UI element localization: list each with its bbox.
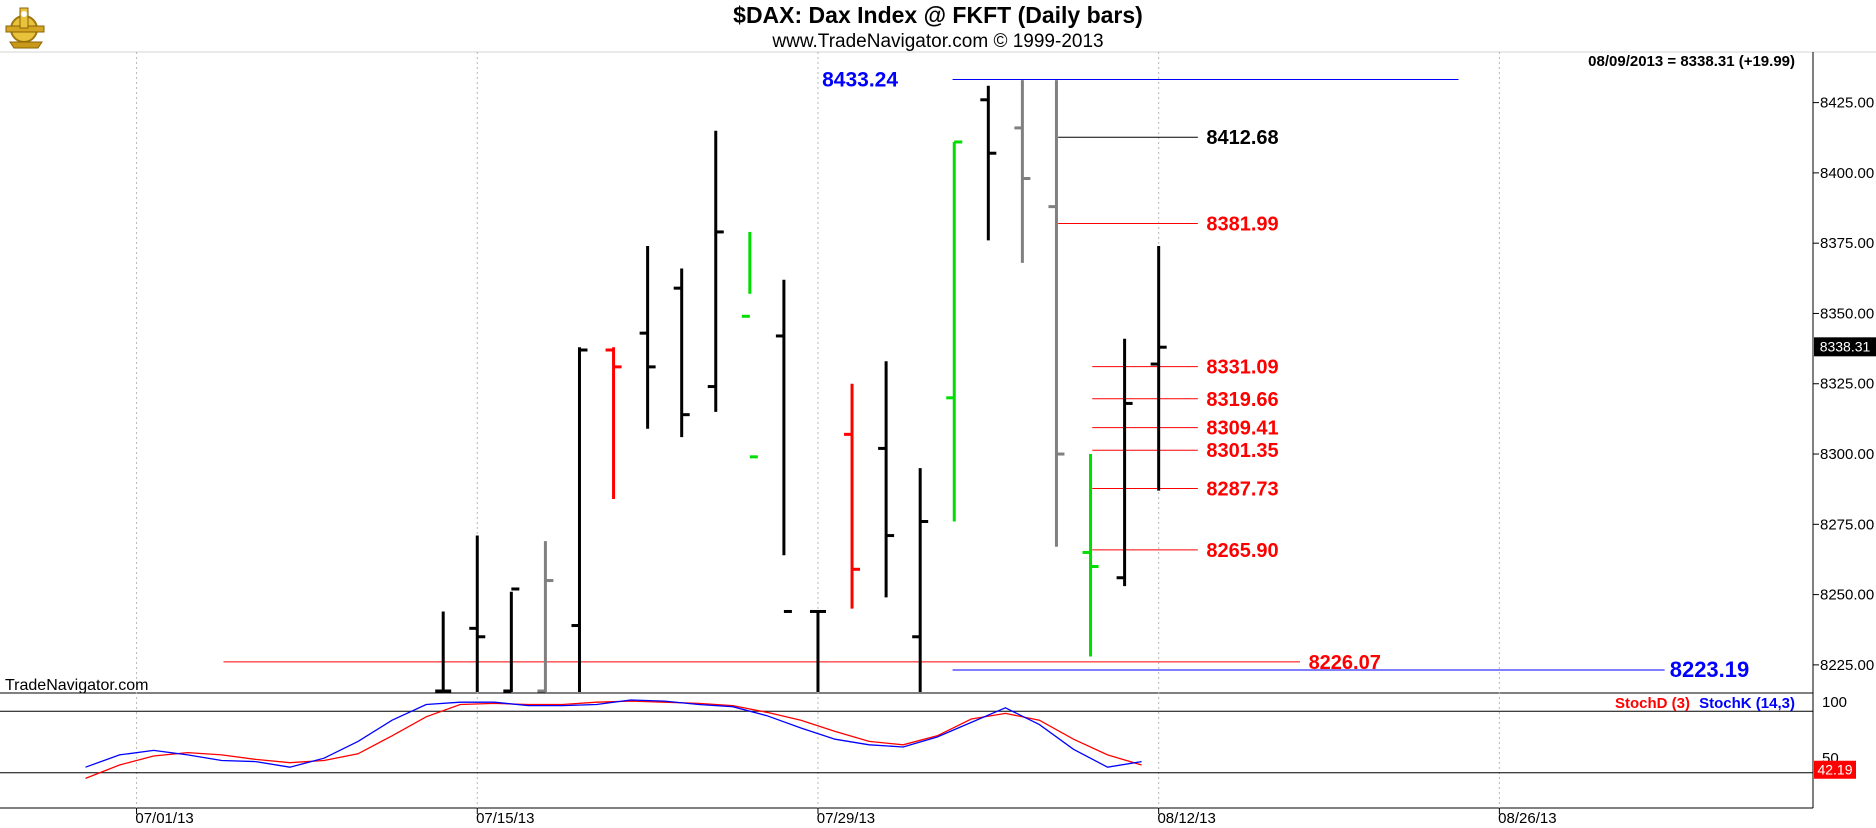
level-label: 8309.41 (1206, 418, 1278, 440)
price-tick-label: 8250.00 (1820, 587, 1874, 604)
level-label: 8433.24 (822, 68, 898, 91)
ohlc-bar (673, 268, 690, 438)
chart-title: $DAX: Dax Index @ FKFT (Daily bars) (733, 2, 1143, 28)
date-label: 07/15/13 (476, 810, 534, 827)
ohlc-bar (503, 587, 520, 693)
ohlc-bar (844, 383, 861, 609)
indicator-last-box (1814, 760, 1856, 779)
level-label: 8331.09 (1206, 357, 1278, 379)
ohlc-bar (1048, 80, 1065, 547)
price-tick-label: 8400.00 (1820, 165, 1874, 182)
date-label: 07/29/13 (817, 810, 875, 827)
chart-subtitle: www.TradeNavigator.com © 1999-2013 (772, 31, 1104, 52)
level-label: 8287.73 (1206, 479, 1278, 501)
ohlc-bar (537, 541, 554, 693)
trade-navigator-logo (2, 2, 52, 52)
price-tick-label: 8300.00 (1820, 446, 1874, 463)
ohlc-bars (435, 80, 1167, 693)
ohlc-bar (571, 347, 588, 692)
ohlc-bar (1014, 80, 1031, 263)
level-label: 8226.07 (1309, 652, 1381, 674)
date-labels: 07/01/13 07/15/13 07/29/13 08/12/13 08/26/13 (135, 810, 1556, 827)
price-tick-label: 8375.00 (1820, 235, 1874, 252)
ohlc-bar (639, 245, 656, 429)
ohlc-bar (1082, 454, 1099, 657)
price-tick-label: 8425.00 (1820, 95, 1874, 112)
indicator-100-label: 100 (1822, 694, 1847, 711)
ohlc-bar (605, 347, 622, 500)
last-price-info: 08/09/2013 = 8338.31 (+19.99) (1588, 53, 1795, 70)
level-lines: 8433.24 8412.68 8381.99 8331.09 8319.66 8309.… (223, 68, 1749, 682)
date-label: 08/12/13 (1157, 810, 1215, 827)
ohlc-bar (469, 535, 486, 692)
ohlc-bar (809, 609, 826, 692)
watermark: TradeNavigator.com (5, 677, 148, 694)
price-tick-label: 8225.00 (1820, 657, 1874, 674)
vertical-gridlines (136, 52, 1500, 814)
date-label: 07/01/13 (135, 810, 193, 827)
level-label: 8223.19 (1670, 657, 1750, 682)
date-label: 08/26/13 (1498, 810, 1556, 827)
stochastic-lines (0, 699, 1813, 780)
price-tick-label: 8350.00 (1820, 305, 1874, 322)
ohlc-bar (878, 361, 895, 598)
price-ticks: 8225.00 8250.00 8275.00 8300.00 8325.00 8350.… (1813, 95, 1874, 674)
level-label: 8412.68 (1206, 127, 1278, 149)
last-price-label: 8338.31 (1820, 338, 1871, 354)
ohlc-bar (946, 140, 963, 522)
indicator-last-label: 42.19 (1817, 762, 1852, 778)
price-tick-label: 8275.00 (1820, 516, 1874, 533)
ohlc-bar (707, 130, 724, 412)
stoch-d-line (85, 700, 1142, 780)
ohlc-bar (980, 85, 997, 241)
stoch-k-legend: StochK (14,3) (1699, 695, 1795, 712)
level-label: 8381.99 (1206, 214, 1278, 236)
ohlc-bar (435, 611, 452, 693)
ohlc-bar (775, 279, 792, 613)
stoch-d-legend: StochD (3) (1615, 695, 1690, 712)
level-label: 8301.35 (1206, 440, 1278, 462)
last-price-box (1814, 337, 1876, 357)
level-label: 8319.66 (1206, 389, 1278, 411)
ohlc-bar (1150, 245, 1167, 491)
level-label: 8265.90 (1206, 540, 1278, 562)
ohlc-bar (912, 468, 929, 692)
stoch-k-line (85, 699, 1142, 768)
ohlc-bar (1116, 338, 1133, 587)
price-tick-label: 8325.00 (1820, 376, 1874, 393)
ohlc-bar (741, 231, 758, 459)
